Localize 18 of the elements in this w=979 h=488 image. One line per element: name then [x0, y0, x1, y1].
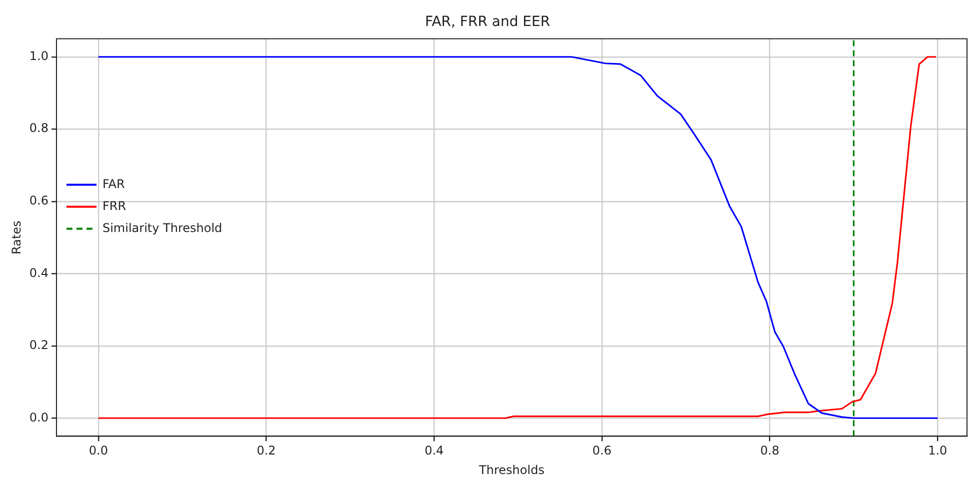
legend-label: FRR	[102, 198, 126, 213]
y-tick-label: 0.4	[29, 266, 48, 280]
y-tick-label: 0.8	[29, 121, 48, 136]
y-tick-label: 0.6	[29, 194, 48, 208]
x-tick-label: 0.8	[760, 444, 780, 458]
x-tick-label: 0.6	[592, 444, 612, 458]
y-tick-label: 0.0	[29, 410, 48, 424]
y-tick-label: 0.2	[29, 338, 48, 352]
x-tick-label: 0.2	[256, 444, 276, 458]
legend-label: Similarity Threshold	[102, 220, 222, 235]
legend-label: FAR	[102, 176, 125, 191]
y-axis-title: Rates	[9, 220, 24, 254]
x-tick-label: 0.0	[88, 444, 108, 458]
x-axis-title: Thresholds	[478, 462, 544, 477]
chart-title: FAR, FRR and EER	[424, 14, 550, 30]
y-tick-label: 1.0	[29, 48, 48, 63]
x-tick-label: 1.0	[928, 444, 948, 458]
x-tick-label: 0.4	[424, 444, 444, 458]
